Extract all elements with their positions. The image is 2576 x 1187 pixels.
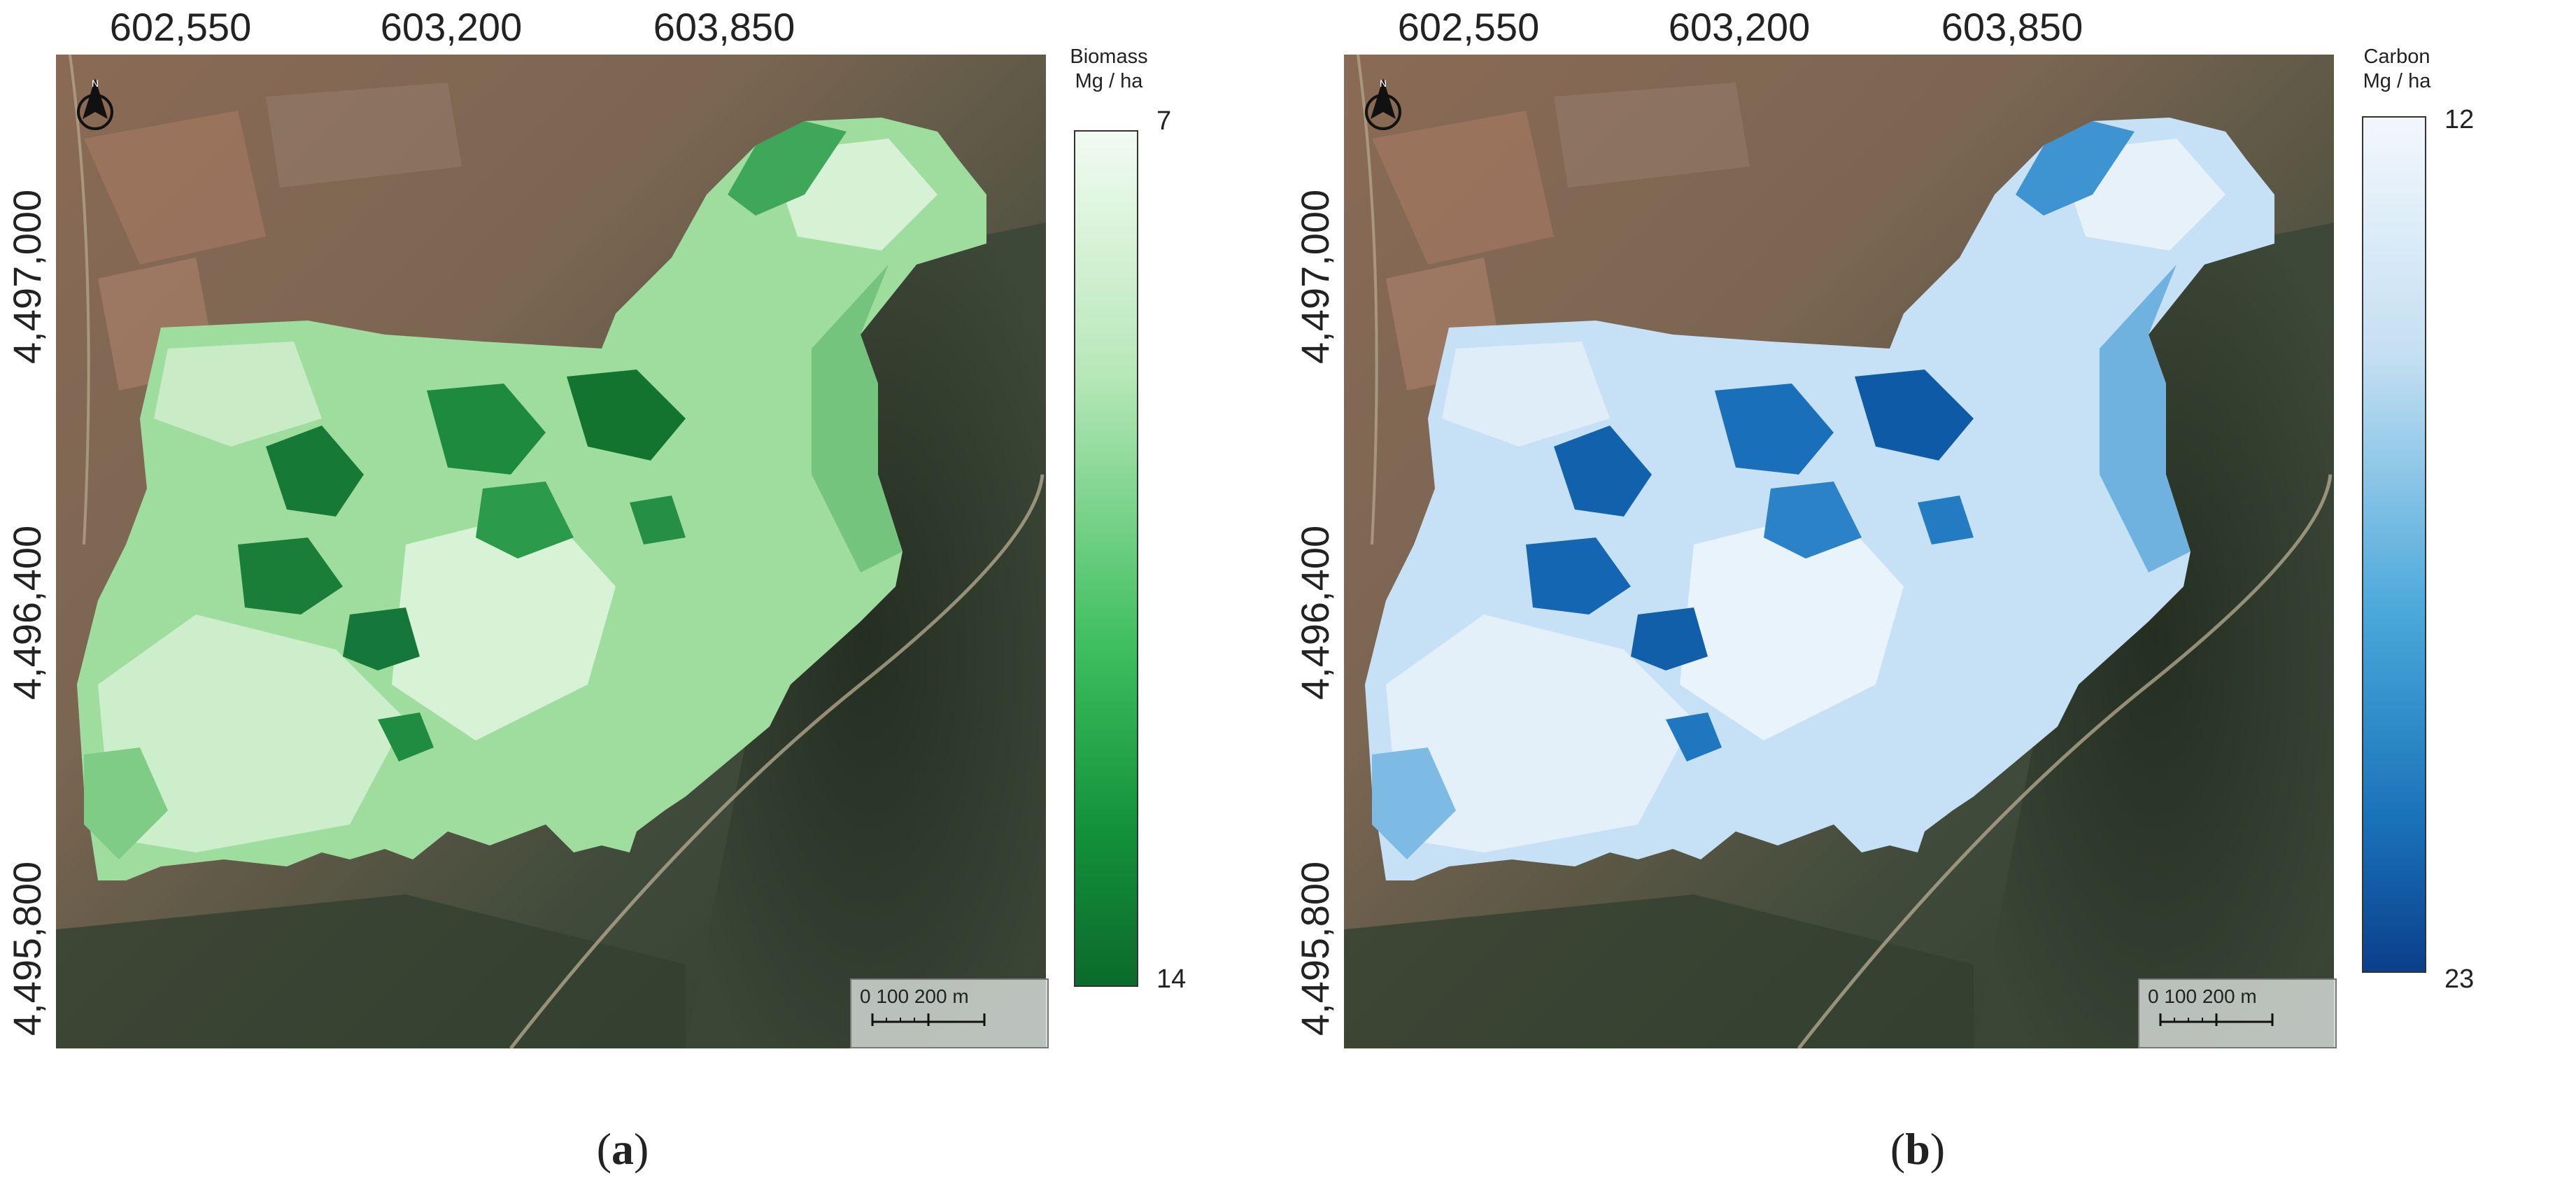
field-patch (84, 111, 266, 265)
carbon-light-zone (1680, 510, 1904, 740)
forest-area (1974, 223, 2334, 1048)
forest-area (56, 894, 686, 1048)
legend-title: Biomass Mg / ha (1039, 45, 1179, 94)
carbon-high-zone (1631, 607, 1708, 670)
biomass-high-zone (266, 426, 364, 517)
y-tick-label: 4,497,000 (1293, 189, 1337, 364)
y-tick-label: 4,495,800 (1293, 861, 1337, 1036)
y-tick-label: 4,497,000 (5, 189, 49, 364)
x-tick-label: 603,850 (1941, 5, 2083, 49)
biomass-high-zone (378, 712, 434, 761)
field-patch (1554, 83, 1750, 188)
biomass-light-zone (392, 510, 616, 740)
scale-bar: 0 100 200 m (850, 978, 1049, 1048)
north-label: N (92, 78, 99, 89)
panel-caption: (a) (596, 1124, 649, 1174)
carbon-high-zone (1855, 370, 1974, 461)
legend-min-value: 7 (1156, 106, 1172, 136)
road-line (1797, 474, 2333, 1048)
legend-title-line1: Biomass (1070, 45, 1148, 68)
y-tick-label: 4,496,400 (5, 525, 49, 700)
biomass-high-zone (343, 607, 420, 670)
biomass-medium-zone (812, 265, 903, 573)
biomass-high-zone (238, 538, 343, 614)
legend-title-line1: Carbon (2363, 45, 2430, 68)
carbon-medium-zone (1372, 747, 1456, 859)
x-tick-label: 603,200 (380, 5, 523, 49)
x-tick-label: 603,850 (653, 5, 795, 49)
biomass-light-zone (154, 342, 322, 447)
legend-title-line2: Mg / ha (2363, 69, 2431, 92)
y-tick-label: 4,495,800 (5, 861, 49, 1036)
panel-caption: (b) (1890, 1124, 1946, 1174)
y-tick-label: 4,496,400 (1293, 525, 1337, 700)
carbon-high-zone (1554, 426, 1652, 517)
legend-title-line2: Mg / ha (1075, 69, 1143, 92)
carbon-high-zone (1715, 384, 1834, 475)
biomass-color-ramp (1074, 130, 1138, 987)
road-line (69, 55, 90, 545)
x-tick-label: 602,550 (109, 5, 252, 49)
road-line (1357, 55, 1378, 545)
scale-bar-label: 0 100 200 m (2148, 985, 2257, 1007)
biomass-light-zone (98, 614, 406, 852)
legend-max-value: 14 (1156, 964, 1187, 994)
biomass-high-zone (427, 384, 546, 475)
legend-max-value: 23 (2444, 964, 2475, 994)
biomass-high-zone (630, 496, 686, 545)
biomass-medium-zone (728, 121, 847, 216)
legend-min-value: 12 (2444, 105, 2475, 134)
biomass-high-zone (476, 482, 574, 559)
legend-title: Carbon Mg / ha (2327, 45, 2467, 94)
north-arrow-icon: N (1365, 78, 1401, 130)
carbon-high-zone (1666, 712, 1722, 761)
scale-bar-label: 0 100 200 m (860, 985, 969, 1007)
north-arrow-icon: N (77, 78, 113, 130)
carbon-medium-zone (2016, 121, 2135, 216)
north-label: N (1380, 78, 1387, 89)
biomass-map-panel: 602,550 603,200 603,850 4,497,000 4,496,… (5, 5, 1187, 1174)
field-patch (266, 83, 462, 188)
carbon-high-zone (1764, 482, 1862, 559)
carbon-map: N (1344, 55, 2334, 1048)
panel-caption-label: a (611, 1124, 634, 1174)
carbon-medium-zone (2100, 265, 2191, 573)
field-patch (1372, 111, 1554, 265)
forest-area (686, 223, 1046, 1048)
carbon-light-zone (1386, 614, 1694, 852)
x-tick-label: 602,550 (1397, 5, 1540, 49)
carbon-light-zone (1442, 342, 1610, 447)
biomass-map: N (56, 55, 1046, 1048)
scale-bar-ruler (2159, 1013, 2274, 1026)
carbon-high-zone (1526, 538, 1631, 614)
x-tick-label: 603,200 (1668, 5, 1811, 49)
scale-bar-ruler (871, 1013, 986, 1026)
biomass-high-zone (567, 370, 686, 461)
scale-bar: 0 100 200 m (2138, 978, 2337, 1048)
carbon-high-zone (1918, 496, 1974, 545)
forest-area (1344, 894, 1974, 1048)
carbon-map-panel: 602,550 603,200 603,850 4,497,000 4,496,… (1288, 0, 2576, 1187)
road-line (509, 474, 1045, 1048)
panel-caption-label: b (1905, 1124, 1930, 1174)
carbon-color-ramp (2362, 116, 2426, 973)
biomass-medium-zone (84, 747, 168, 859)
